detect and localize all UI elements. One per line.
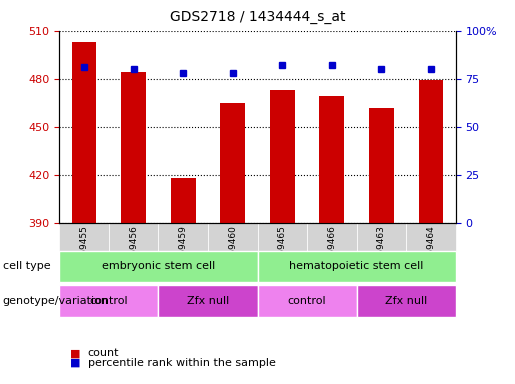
Text: hematopoietic stem cell: hematopoietic stem cell: [289, 262, 424, 271]
Bar: [121, 72, 146, 223]
Bar: [72, 42, 96, 223]
Bar: [369, 108, 394, 223]
Text: count: count: [88, 348, 119, 358]
Text: genotype/variation: genotype/variation: [3, 296, 109, 306]
Text: Zfx null: Zfx null: [385, 296, 427, 306]
Text: Zfx null: Zfx null: [187, 296, 229, 306]
Text: ■: ■: [70, 348, 80, 358]
Text: GDS2718 / 1434444_s_at: GDS2718 / 1434444_s_at: [170, 10, 345, 23]
Text: ■: ■: [70, 358, 80, 368]
Bar: [270, 90, 295, 223]
Text: cell type: cell type: [3, 262, 50, 271]
Text: embryonic stem cell: embryonic stem cell: [102, 262, 215, 271]
Text: percentile rank within the sample: percentile rank within the sample: [88, 358, 276, 368]
Bar: [171, 178, 196, 223]
Bar: [220, 103, 245, 223]
Bar: [319, 96, 344, 223]
Text: control: control: [90, 296, 128, 306]
Bar: [419, 80, 443, 223]
Text: control: control: [288, 296, 327, 306]
